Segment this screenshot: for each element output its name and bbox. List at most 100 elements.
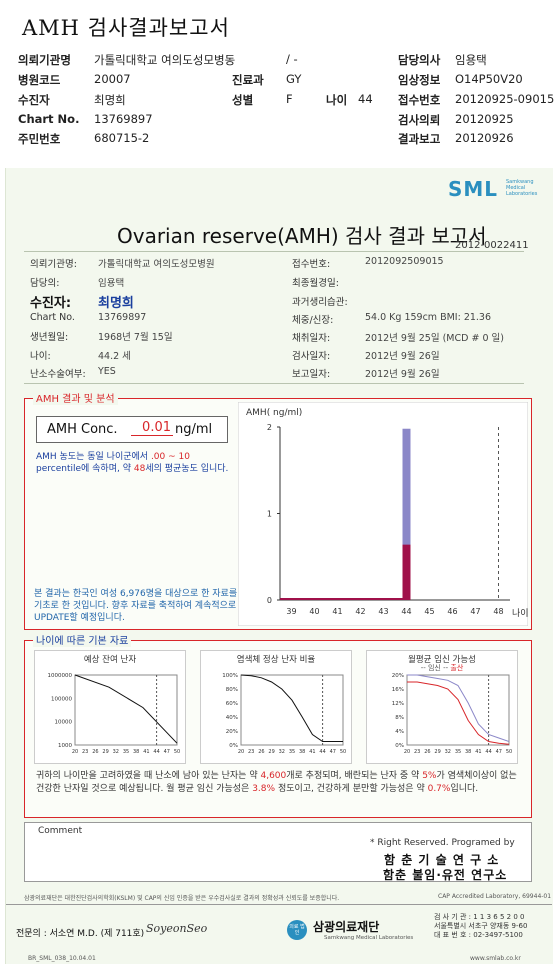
info-key: 수진자: bbox=[30, 296, 72, 311]
address-line: 서울특별시 서초구 양재동 9-60 bbox=[434, 922, 528, 930]
chart-title: 예상 잔여 난자 bbox=[83, 655, 137, 665]
y-tick-label: 2 bbox=[267, 423, 272, 432]
summary-text: 귀하의 나이만을 고려하였을 때 난소에 남아 있는 난자는 약 bbox=[36, 771, 261, 781]
summary-text: 입니다. bbox=[450, 784, 479, 794]
x-tick-label: 41 bbox=[332, 607, 342, 616]
header-key: 임상정보 bbox=[398, 73, 441, 87]
x-tick-label: 44 bbox=[319, 749, 325, 755]
header-value: F bbox=[286, 92, 293, 106]
y-tick-label: 16% bbox=[392, 687, 404, 693]
org-subname: Samkwang Medical Laboratories bbox=[324, 935, 414, 941]
x-tick-label: 50 bbox=[340, 749, 346, 755]
y-tick-label: 12% bbox=[392, 701, 404, 707]
x-tick-label: 43 bbox=[378, 607, 388, 616]
remaining-eggs-chart: 1000000 100000 10000 1000 20 23 26 29 32 35 38 41 44… bbox=[34, 650, 186, 764]
header-key: 담당의사 bbox=[398, 53, 441, 67]
certification-text: 삼광의료재단은 대한진단검사의학회(KSLM) 및 CAP의 신임 인증을 받은… bbox=[24, 895, 340, 902]
info-value: 임용택 bbox=[98, 278, 125, 289]
y-tick-label: 0% bbox=[229, 743, 238, 749]
amh-conc-box bbox=[36, 416, 228, 443]
x-tick-label: 44 bbox=[153, 749, 159, 755]
plot-area bbox=[240, 674, 344, 746]
cap-text: CAP Accredited Laboratory, 69944-01 bbox=[438, 893, 552, 900]
header-key: 나이 bbox=[326, 93, 348, 107]
info-key: 나이: bbox=[30, 351, 51, 362]
form-number: BR_SML_038_10.04.01 bbox=[28, 955, 96, 962]
lab-name-2: 함춘 불임·유전 연구소 bbox=[383, 868, 508, 882]
x-tick-label: 47 bbox=[164, 749, 170, 755]
desc-text: 세의 평균농도 입니다. bbox=[145, 464, 229, 474]
header-key: 병원코드 bbox=[18, 73, 61, 87]
y-tick-label: 10000 bbox=[55, 720, 73, 726]
patient-value-bar bbox=[402, 544, 411, 600]
info-key: Chart No. bbox=[30, 312, 75, 323]
lab-name-1: 함 춘 기 술 연 구 소 bbox=[384, 853, 500, 867]
amh-conc-label: AMH Conc. bbox=[47, 422, 118, 437]
x-tick-label: 35 bbox=[455, 749, 461, 755]
header-value: O14P50V20 bbox=[455, 72, 523, 86]
info-value: 13769897 bbox=[98, 312, 147, 323]
series-line bbox=[407, 674, 510, 742]
x-tick-label: 47 bbox=[330, 749, 336, 755]
x-tick-label: 40 bbox=[309, 607, 319, 616]
x-tick-label: 26 bbox=[258, 749, 264, 755]
x-tick-label: 32 bbox=[445, 749, 451, 755]
page-title: AMH 검사결과보고서 bbox=[22, 16, 230, 40]
header-key: Chart No. bbox=[18, 112, 80, 126]
chart-background bbox=[238, 402, 528, 626]
sml-logo: SML Samkwang Medical Laboratories bbox=[448, 177, 548, 203]
header-value: 20007 bbox=[94, 72, 131, 86]
x-tick-label: 20 bbox=[238, 749, 244, 755]
desc-age: 48 bbox=[133, 464, 146, 474]
address-line: 대 표 번 호 : 02-3497-5100 bbox=[434, 931, 523, 939]
desc-percentile: .00 ~ 10 bbox=[150, 452, 190, 462]
header-value: 임용택 bbox=[455, 53, 487, 67]
x-tick-label: 41 bbox=[309, 749, 315, 755]
y-tick-label: 20% bbox=[392, 673, 404, 679]
x-tick-label: 44 bbox=[401, 607, 411, 616]
summary-text: 가 염색체이상이 없는 건강한 난자일 것으로 예상됩니다. 월 평균 임신 가… bbox=[36, 771, 517, 794]
x-tick-label: 20 bbox=[72, 749, 78, 755]
x-tick-label: 29 bbox=[102, 749, 108, 755]
summary-text: 개로 추정되며, 배란되는 난자 중 약 bbox=[286, 771, 423, 781]
y-tick-label: 60% bbox=[226, 701, 238, 707]
y-tick-label: 1 bbox=[267, 510, 272, 519]
info-value: 2012년 9월 25일 (MCD # 0 일) bbox=[365, 333, 504, 344]
x-tick-label: 42 bbox=[355, 607, 365, 616]
header-value: 13769897 bbox=[94, 112, 153, 126]
y-tick-label: 1000 bbox=[58, 743, 72, 749]
x-tick-label: 38 bbox=[465, 749, 471, 755]
y-tick-label: 8% bbox=[395, 715, 404, 721]
header-row: 의뢰기관명 가톨릭대학교 여의도성모병동 / - 담당의사 임용택 bbox=[18, 52, 548, 70]
y-axis-label: AMH( ng/ml) bbox=[246, 408, 302, 418]
x-tick-label: 41 bbox=[475, 749, 481, 755]
info-key: 보고일자: bbox=[292, 369, 331, 380]
y-tick-label: 80% bbox=[226, 687, 238, 693]
header-key: 성별 bbox=[232, 93, 254, 107]
comment-box bbox=[24, 822, 532, 882]
summary-pregnancy: 3.8% bbox=[252, 784, 276, 794]
info-value: 2012년 9월 26일 bbox=[365, 351, 440, 362]
y-tick-label: 20% bbox=[226, 729, 238, 735]
info-key: 생년월일: bbox=[30, 332, 69, 343]
patient-name: 최명희 bbox=[98, 296, 134, 311]
amh-section-label: AMH 결과 및 분석 bbox=[33, 390, 118, 405]
summary-eggs: 4,600 bbox=[260, 771, 287, 781]
header-row: Chart No. 13769897 검사의뢰 20120925 bbox=[18, 112, 548, 130]
header-value: / - bbox=[286, 52, 298, 66]
chart-title: 월평균 임신 가능성 bbox=[408, 655, 476, 665]
chart-legend: -- 임신 -- 출산 bbox=[420, 664, 464, 672]
x-tick-label: 39 bbox=[286, 607, 296, 616]
x-tick-label: 23 bbox=[82, 749, 88, 755]
header-value: 최명희 bbox=[94, 93, 126, 107]
x-axis-label: 나이 bbox=[512, 608, 528, 619]
logo-subtext: Samkwang Medical Laboratories bbox=[506, 179, 538, 197]
x-tick-label: 23 bbox=[248, 749, 254, 755]
header-value: 20120926 bbox=[455, 131, 514, 145]
x-tick-label: 47 bbox=[470, 607, 480, 616]
x-tick-label: 45 bbox=[424, 607, 434, 616]
series-line bbox=[407, 681, 510, 745]
header-value: 44 bbox=[358, 92, 373, 106]
divider bbox=[24, 251, 524, 252]
